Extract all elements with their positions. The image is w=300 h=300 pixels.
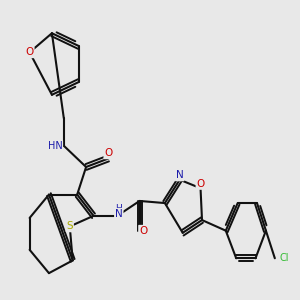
Text: S: S bbox=[66, 221, 73, 231]
Text: O: O bbox=[26, 47, 34, 57]
Text: O: O bbox=[196, 179, 205, 189]
Text: O: O bbox=[104, 148, 112, 158]
Text: H: H bbox=[116, 204, 122, 213]
Text: O: O bbox=[139, 226, 147, 236]
Text: N: N bbox=[115, 209, 123, 219]
Text: Cl: Cl bbox=[279, 253, 289, 263]
Text: HN: HN bbox=[48, 141, 62, 151]
Text: N: N bbox=[176, 170, 184, 181]
